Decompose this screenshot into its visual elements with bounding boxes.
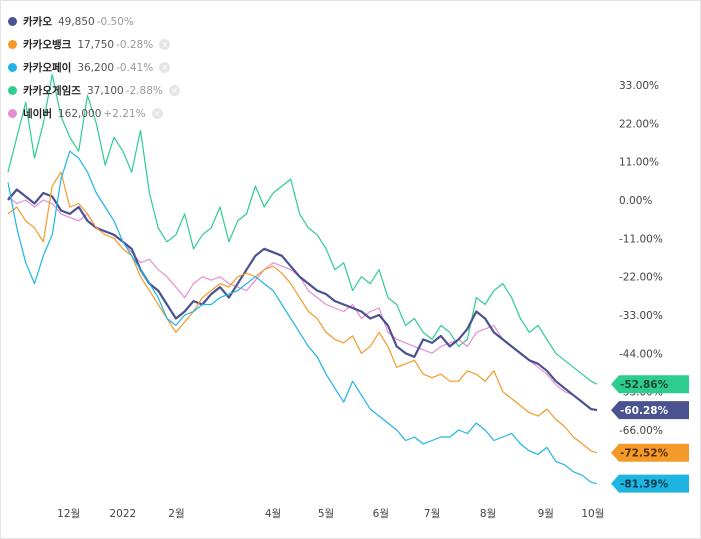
series-end-value-tag: -81.39% <box>611 474 689 493</box>
legend-color-dot-icon <box>8 109 17 118</box>
remove-series-close-icon[interactable]: × <box>168 85 180 96</box>
legend-stock-price: 49,850 <box>57 15 95 28</box>
legend-color-dot-icon <box>8 17 17 26</box>
y-tick-label: 11.00% <box>619 157 659 169</box>
legend-item[interactable]: 카카오페이 36,200 -0.41% × <box>8 56 180 79</box>
series-line <box>7 171 598 454</box>
series-end-value-tag: -72.52% <box>611 443 689 462</box>
end-tag-label: -81.39% <box>620 479 669 491</box>
legend-item[interactable]: 네이버 162,000 +2.21% × <box>8 102 180 125</box>
legend-item[interactable]: 카카오 49,850 -0.50% <box>8 10 180 33</box>
legend-stock-name: 카카오게임즈 <box>23 85 81 97</box>
x-tick-label: 10월 <box>581 508 604 520</box>
legend-color-dot-icon <box>8 63 17 72</box>
x-tick-label: 5월 <box>318 508 334 520</box>
legend-stock-change: -2.88% <box>125 84 163 97</box>
legend-stock-name: 카카오 <box>23 16 52 28</box>
x-tick-label: 6월 <box>373 508 389 520</box>
remove-series-close-icon[interactable]: × <box>151 108 163 119</box>
y-tick-label: 33.00% <box>619 80 659 92</box>
end-tag-background <box>611 474 689 493</box>
legend-stock-name: 카카오페이 <box>23 62 72 74</box>
legend-stock-change: +2.21% <box>103 107 146 120</box>
legend-stock-change: -0.41% <box>116 61 154 74</box>
end-tag-label: -72.52% <box>620 448 669 460</box>
x-tick-label: 12월 <box>57 508 80 520</box>
legend-stock-price: 162,000 <box>57 107 102 120</box>
legend-stock-name: 카카오뱅크 <box>23 39 72 51</box>
series-line <box>7 73 598 385</box>
series-line <box>7 188 598 412</box>
legend-stock-price: 17,750 <box>77 38 115 51</box>
legend-stock-price: 37,100 <box>86 84 124 97</box>
x-tick-label: 9월 <box>538 508 554 520</box>
legend-item[interactable]: 카카오게임즈 37,100 -2.88% × <box>8 79 180 102</box>
remove-series-close-icon[interactable]: × <box>159 62 171 73</box>
end-tag-background <box>611 443 689 462</box>
legend: 카카오 49,850 -0.50% 카카오뱅크 17,750 -0.28% × 카카오페이 36… <box>8 10 180 125</box>
legend-stock-name: 네이버 <box>23 108 52 120</box>
x-tick-label: 2월 <box>168 508 184 520</box>
end-tag-background <box>611 375 689 394</box>
y-tick-label: -11.00% <box>619 233 663 245</box>
legend-stock-price: 36,200 <box>77 61 115 74</box>
y-tick-label: 22.00% <box>619 118 659 130</box>
x-tick-label: 7월 <box>424 508 440 520</box>
legend-stock-change: -0.28% <box>116 38 154 51</box>
end-tag-label: -60.28% <box>620 405 669 417</box>
legend-item[interactable]: 카카오뱅크 17,750 -0.28% × <box>8 33 180 56</box>
series-end-value-tag: -52.86% <box>611 375 689 394</box>
end-tag-background <box>611 401 689 420</box>
y-tick-label: 0.00% <box>619 195 652 207</box>
series-end-value-tag: -60.28% <box>611 401 689 420</box>
y-tick-label: -66.00% <box>619 425 663 437</box>
series-line <box>7 150 598 485</box>
y-tick-label: -33.00% <box>619 310 663 322</box>
end-tag-label: -52.86% <box>620 379 669 391</box>
x-tick-label: 8월 <box>480 508 496 520</box>
legend-color-dot-icon <box>8 86 17 95</box>
y-tick-label: -22.00% <box>619 272 663 284</box>
remove-series-close-icon[interactable]: × <box>159 39 171 50</box>
x-tick-label: 2022 <box>109 508 136 520</box>
legend-color-dot-icon <box>8 40 17 49</box>
x-tick-label: 4월 <box>265 508 281 520</box>
legend-stock-change: -0.50% <box>96 15 134 28</box>
y-tick-label: -44.00% <box>619 348 663 360</box>
